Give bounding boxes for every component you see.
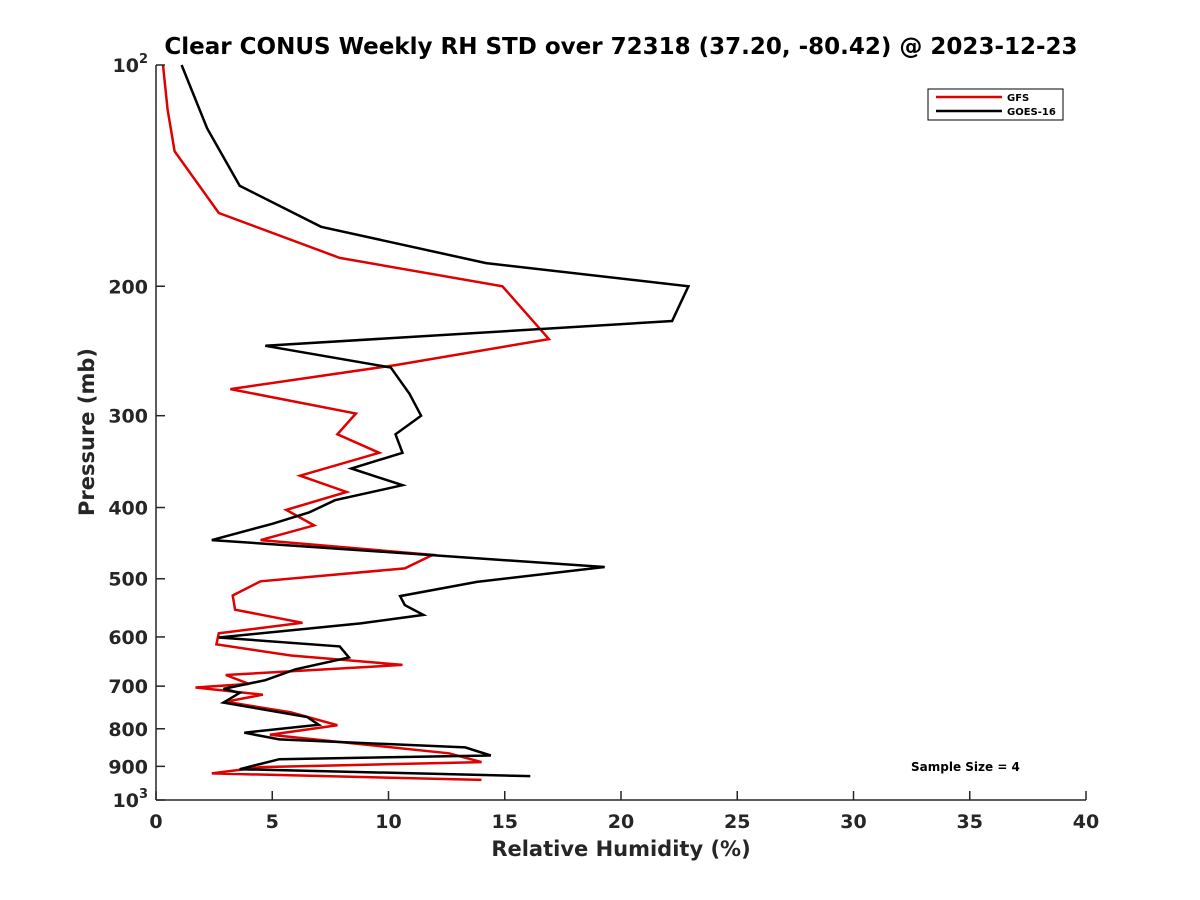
x-tick-label: 20 <box>608 811 634 833</box>
y-tick-label: 900 <box>108 756 148 778</box>
chart-title: Clear CONUS Weekly RH STD over 72318 (37… <box>164 34 1077 60</box>
y-tick-label: 700 <box>108 676 148 698</box>
y-tick-exponent: 2 <box>139 52 148 67</box>
y-axis-label: Pressure (mb) <box>75 348 99 516</box>
x-tick-label: 15 <box>492 811 518 833</box>
legend-goes16-label: GOES-16 <box>1007 107 1056 118</box>
y-tick-label: 500 <box>108 569 148 591</box>
legend: GFS GOES-16 <box>927 88 1064 121</box>
x-tick-label: 30 <box>840 811 866 833</box>
y-tick-exponent: 3 <box>139 787 148 802</box>
x-tick-label: 25 <box>724 811 750 833</box>
y-tick-label: 102 <box>113 52 149 77</box>
x-tick-label: 40 <box>1073 811 1099 833</box>
series-line-goes-16 <box>180 64 691 778</box>
y-tick-label: 400 <box>108 498 148 520</box>
y-tick-label: 300 <box>108 406 148 428</box>
x-axis-label: Relative Humidity (%) <box>491 837 750 861</box>
series-line-gfs <box>161 64 552 782</box>
y-tick-label: 200 <box>108 276 148 298</box>
x-axis-ticks: 0 5 10 15 20 25 30 35 40 <box>149 791 1099 833</box>
x-tick-label: 0 <box>149 811 162 833</box>
sample-size-annotation: Sample Size = 4 <box>911 760 1020 774</box>
x-tick-label: 5 <box>266 811 279 833</box>
y-tick-label: 103 <box>113 787 149 812</box>
plot-lines <box>161 64 691 782</box>
y-tick-label: 600 <box>108 627 148 649</box>
x-tick-label: 35 <box>957 811 983 833</box>
y-axis-ticks: 102 200 300 400 500 600 700 800 900 103 <box>108 52 165 812</box>
x-tick-label: 10 <box>375 811 401 833</box>
legend-box <box>927 88 1064 121</box>
y-tick-label: 800 <box>108 719 148 741</box>
legend-gfs-label: GFS <box>1007 93 1029 104</box>
